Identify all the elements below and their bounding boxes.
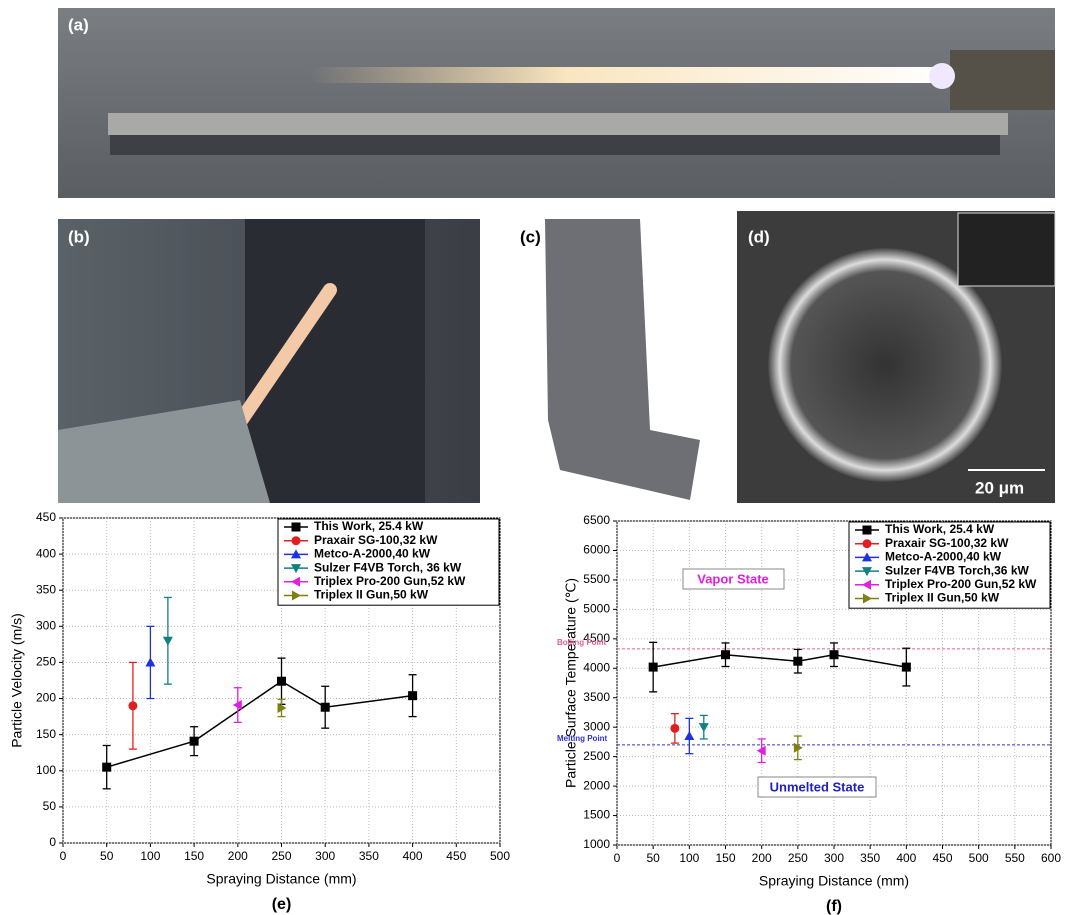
- marker: [277, 677, 286, 686]
- x-tick-label: 400: [896, 851, 916, 865]
- legend-label: This Work, 25.4 kW: [314, 519, 424, 533]
- legend-label: Sulzer F4VB Torch, 36 kW: [314, 560, 462, 574]
- marker: [721, 650, 730, 659]
- y-tick-label: 50: [43, 799, 57, 813]
- legend-label: Metco-A-2000,40 kW: [314, 547, 431, 561]
- x-tick-label: 450: [932, 851, 952, 865]
- y-tick-label: 300: [36, 619, 56, 633]
- x-tick-label: 150: [184, 849, 204, 863]
- blade: [245, 219, 425, 503]
- ruler-shadow: [110, 135, 1000, 155]
- x-tick-label: 300: [315, 849, 335, 863]
- reference-label: Melting Point: [557, 734, 608, 743]
- figure: (a) (b) (c) 20 μm (d) 0 50 100 150 200 250 300…: [0, 0, 1065, 915]
- marker: [408, 691, 417, 700]
- y-tick-label: 450: [36, 510, 56, 524]
- y-tick-label: 2000: [583, 778, 610, 792]
- x-tick-label: 350: [359, 849, 379, 863]
- marker: [830, 650, 839, 659]
- y-tick-label: 6500: [583, 513, 610, 527]
- x-tick-label: 450: [446, 849, 466, 863]
- legend-label: Triplex Pro-200 Gun,52 kW: [314, 574, 466, 588]
- y-tick-label: 2500: [583, 749, 610, 763]
- y-axis-label: Particle Velocity (m/s): [9, 613, 25, 748]
- x-axis-label: Spraying Distance (mm): [759, 873, 909, 889]
- y-tick-label: 200: [36, 691, 56, 705]
- legend-label: Triplex Pro-200 Gun,52 kW: [885, 577, 1037, 591]
- marker: [649, 663, 658, 672]
- y-tick-label: 150: [36, 727, 56, 741]
- x-tick-label: 600: [1041, 851, 1061, 865]
- marker: [190, 737, 199, 746]
- legend-label: Metco-A-2000,40 kW: [885, 550, 1002, 564]
- x-tick-label: 50: [100, 849, 114, 863]
- y-tick-label: 5000: [583, 602, 610, 616]
- marker: [670, 724, 679, 733]
- caption: (e): [272, 896, 292, 913]
- y-tick-label: 3500: [583, 690, 610, 704]
- marker: [102, 763, 111, 772]
- marker: [128, 701, 137, 710]
- y-tick-label: 0: [49, 835, 56, 849]
- annotation: Unmelted State: [770, 779, 865, 794]
- legend-label: Triplex II Gun,50 kW: [885, 591, 1000, 605]
- x-tick-label: 50: [646, 851, 660, 865]
- torch: [950, 50, 1055, 110]
- marker: [793, 657, 802, 666]
- legend-label: Triplex II Gun,50 kW: [314, 588, 429, 602]
- x-tick-label: 100: [679, 851, 699, 865]
- x-tick-label: 250: [271, 849, 291, 863]
- marker: [321, 703, 330, 712]
- scale-bar-label: 20 μm: [975, 478, 1024, 497]
- legend-label: This Work, 25.4 kW: [885, 522, 995, 536]
- x-tick-label: 350: [860, 851, 880, 865]
- x-tick-label: 0: [60, 849, 67, 863]
- x-tick-label: 150: [715, 851, 735, 865]
- x-tick-label: 100: [140, 849, 160, 863]
- y-tick-label: 1000: [583, 837, 610, 851]
- ruler: [108, 113, 1008, 135]
- x-tick-label: 0: [614, 851, 621, 865]
- reference-label: Boiling Point: [557, 638, 607, 647]
- y-tick-label: 5500: [583, 572, 610, 586]
- y-tick-label: 6000: [583, 543, 610, 557]
- x-tick-label: 400: [403, 849, 423, 863]
- y-tick-label: 100: [36, 763, 56, 777]
- inset: [958, 213, 1055, 286]
- photo-a: [58, 8, 1055, 198]
- x-tick-label: 200: [228, 849, 248, 863]
- marker: [902, 663, 911, 672]
- x-tick-label: 500: [490, 849, 510, 863]
- legend-label: Sulzer F4VB Torch,36 kW: [885, 563, 1029, 577]
- x-tick-label: 500: [969, 851, 989, 865]
- x-axis-label: Spraying Distance (mm): [206, 871, 356, 887]
- panel-label: (d): [748, 227, 770, 246]
- y-tick-label: 350: [36, 582, 56, 596]
- legend-label: Praxair SG-100,32 kW: [314, 533, 438, 547]
- y-tick-label: 400: [36, 546, 56, 560]
- caption: (f): [826, 898, 842, 915]
- legend-marker: [863, 526, 872, 535]
- y-tick-label: 3000: [583, 719, 610, 733]
- legend-label: Praxair SG-100,32 kW: [885, 536, 1009, 550]
- plasma-jet: [310, 67, 950, 83]
- y-tick-label: 1500: [583, 808, 610, 822]
- legend-marker: [292, 523, 301, 532]
- torch-glow: [929, 63, 955, 89]
- x-tick-label: 300: [824, 851, 844, 865]
- panel-label: (a): [68, 15, 89, 34]
- x-tick-label: 250: [788, 851, 808, 865]
- panel-label: (c): [520, 227, 541, 246]
- x-tick-label: 200: [752, 851, 772, 865]
- legend-marker: [292, 536, 301, 545]
- y-tick-label: 250: [36, 655, 56, 669]
- x-tick-label: 550: [1005, 851, 1025, 865]
- panel-label: (b): [68, 227, 90, 246]
- y-tick-label: 4000: [583, 660, 610, 674]
- y-axis-label: Particle Surface Temperature (℃): [563, 578, 579, 788]
- legend-marker: [863, 539, 872, 548]
- annotation: Vapor State: [697, 571, 769, 586]
